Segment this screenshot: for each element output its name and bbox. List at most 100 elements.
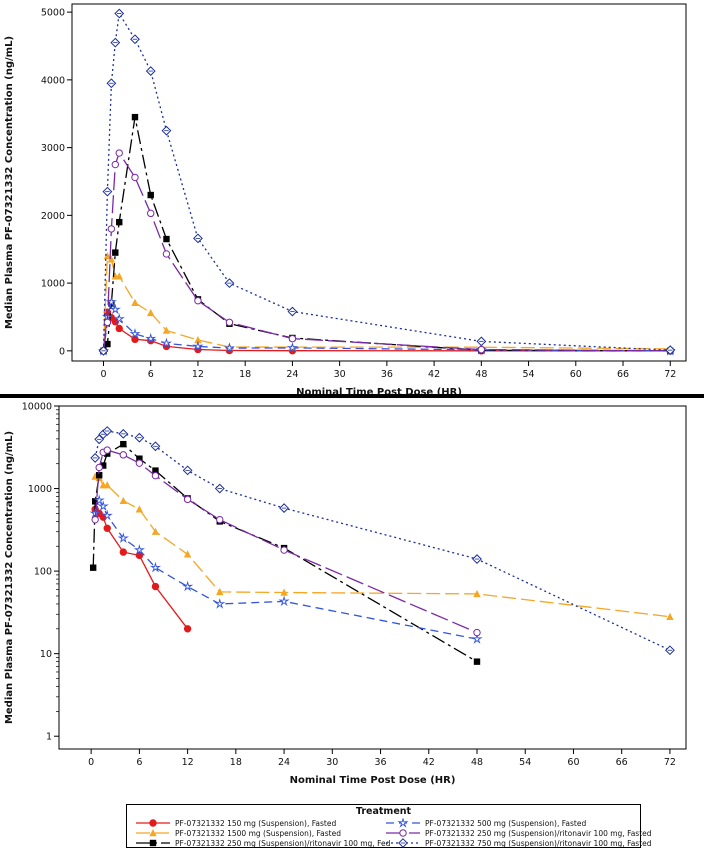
data-point	[111, 318, 119, 326]
data-point	[214, 483, 225, 494]
y-tick-label: 1000	[28, 484, 52, 495]
plot-frame	[58, 405, 687, 750]
legend-swatch	[386, 838, 420, 848]
y-tick-label: 10	[40, 649, 52, 660]
data-point	[133, 544, 145, 555]
x-axis-label: Nominal Time Post Dose (HR)	[290, 775, 456, 786]
x-tick-label: 24	[286, 369, 298, 380]
x-tick-label: 30	[334, 369, 346, 380]
data-point	[224, 278, 235, 289]
x-tick-label: 60	[567, 757, 579, 768]
legend-marker	[149, 839, 157, 847]
data-point	[129, 328, 141, 339]
data-point	[135, 459, 144, 467]
data-point	[97, 500, 109, 512]
data-point	[112, 249, 119, 256]
x-tick-label: 54	[523, 369, 535, 380]
data-point	[223, 342, 236, 353]
data-point	[118, 428, 129, 439]
legend-title: Treatment	[355, 806, 412, 817]
data-point	[278, 595, 290, 607]
data-point	[665, 345, 676, 356]
data-point	[102, 186, 113, 197]
data-point	[103, 446, 111, 454]
data-point	[163, 235, 170, 243]
data-point	[471, 633, 483, 644]
data-point	[287, 306, 298, 317]
linear-chart-panel: 0 6 12 18 24 30 36 42 48 54 60 66 72 0 1000 2000 3000 400…	[0, 0, 704, 398]
data-point	[91, 498, 99, 505]
data-point	[103, 318, 112, 327]
x-tick-label: 6	[148, 369, 154, 380]
series-6	[98, 8, 676, 356]
series-1	[91, 505, 192, 633]
data-point	[110, 37, 121, 48]
x-tick-label: 36	[374, 757, 386, 768]
linear-chart: 0 6 12 18 24 30 36 42 48 54 60 66 72 0 1000 2000 3000 400…	[4, 3, 687, 398]
legend-swatch	[136, 819, 170, 827]
legend-item: PF-07321332 500 mg (Suspension), Fasted	[385, 818, 586, 828]
data-point	[134, 432, 145, 443]
data-point	[149, 561, 162, 573]
data-point	[150, 441, 161, 452]
data-point	[116, 218, 123, 226]
data-point	[152, 467, 159, 474]
data-point	[104, 340, 111, 348]
legend-marker	[149, 829, 157, 837]
data-point	[115, 272, 123, 280]
data-point	[89, 564, 97, 571]
data-point	[183, 550, 192, 558]
x-tick-label: 0	[88, 757, 94, 768]
data-point	[216, 587, 224, 596]
legend-marker	[399, 829, 407, 837]
data-point	[214, 598, 226, 609]
legend-label: PF-07321332 750 mg (Suspension)/ritonavi…	[425, 838, 652, 848]
y-tick-label: 10000	[22, 402, 52, 413]
series-5	[99, 149, 674, 355]
data-point	[136, 455, 143, 462]
legend-marker	[149, 819, 157, 827]
data-point	[135, 505, 144, 513]
data-point	[131, 335, 139, 344]
data-point	[665, 645, 675, 656]
x-tick-label: 72	[664, 757, 676, 768]
data-point	[98, 345, 109, 356]
data-point	[151, 582, 160, 591]
data-point	[103, 524, 111, 533]
x-tick-label: 42	[428, 369, 440, 380]
legend-item: PF-07321332 150 mg (Suspension), Fasted	[135, 818, 336, 828]
data-point	[145, 332, 157, 344]
data-point	[280, 546, 288, 554]
data-point	[115, 149, 123, 157]
y-tick-label: 2000	[41, 211, 65, 222]
data-point	[183, 495, 192, 504]
data-point	[111, 160, 119, 169]
legend-label: PF-07321332 250 mg (Suspension)/ritonavi…	[425, 828, 652, 838]
y-tick-label: 4000	[41, 75, 65, 86]
panel-separator	[0, 394, 704, 398]
data-point	[216, 515, 224, 524]
series-3	[100, 113, 674, 355]
legend: Treatment PF-07321332 150 mg (Suspension…	[126, 804, 652, 848]
series-line	[102, 11, 671, 351]
legend-label: PF-07321332 150 mg (Suspension), Fasted	[175, 818, 337, 828]
data-point	[151, 527, 160, 535]
legend-swatch	[136, 829, 170, 837]
data-point	[279, 503, 289, 513]
log-chart-panel: 0 6 12 18 24 30 36 42 48 54 60 66 72 1 10 100 1000 10000 N…	[0, 398, 704, 803]
data-point	[473, 589, 481, 598]
y-tick-label: 5000	[41, 8, 65, 19]
data-point	[280, 588, 288, 596]
data-point	[101, 509, 113, 521]
legend-label: PF-07321332 250 mg (Suspension)/ritonavi…	[175, 838, 391, 848]
x-tick-label: 18	[230, 757, 242, 768]
x-tick-label: 48	[475, 369, 487, 380]
data-point	[115, 324, 123, 333]
legend-marker	[398, 838, 408, 848]
y-axis-label: Median Plasma PF-07321332 Concentration …	[4, 36, 15, 329]
x-tick-label: 24	[278, 757, 290, 768]
data-point	[182, 465, 193, 476]
data-point	[102, 426, 113, 436]
x-tick-label: 36	[381, 369, 393, 380]
data-point	[131, 298, 139, 306]
